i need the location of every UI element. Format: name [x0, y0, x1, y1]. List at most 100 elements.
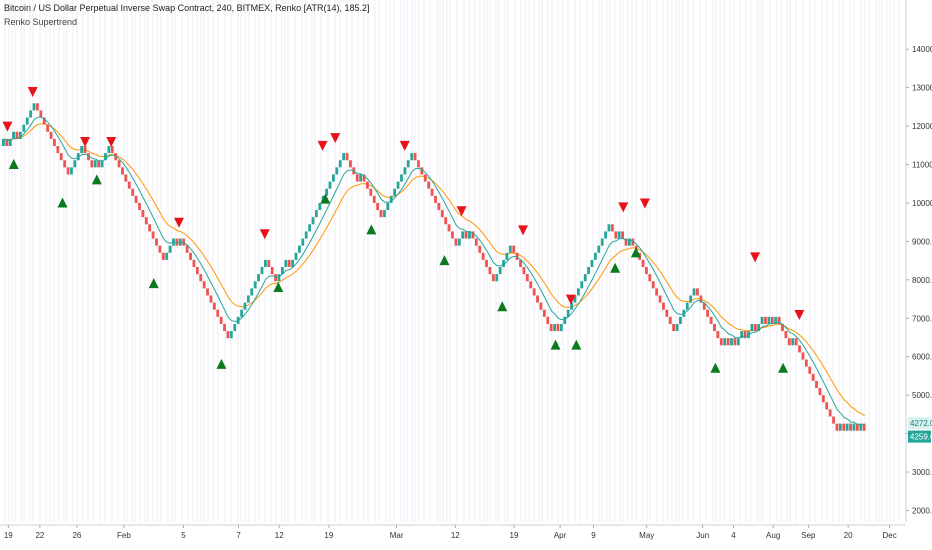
x-tick-label: 19 — [510, 531, 519, 540]
down-brick — [532, 288, 536, 296]
down-brick — [539, 302, 543, 310]
down-brick — [355, 174, 359, 182]
up-brick — [730, 338, 733, 346]
down-brick — [39, 110, 43, 118]
down-brick — [481, 252, 485, 260]
up-brick — [505, 252, 509, 260]
x-tick-label: Jun — [696, 531, 709, 540]
down-brick — [733, 338, 737, 346]
up-brick — [8, 138, 12, 146]
sell-signal-icon — [750, 252, 761, 263]
up-brick — [93, 160, 97, 168]
up-brick — [304, 231, 308, 239]
y-tick-label: 11000.0 — [912, 161, 932, 170]
up-brick — [297, 245, 301, 253]
up-brick — [291, 259, 294, 268]
down-brick — [151, 231, 155, 239]
down-brick — [5, 138, 9, 146]
down-brick — [362, 174, 366, 182]
down-brick — [764, 316, 767, 324]
up-brick — [25, 117, 29, 125]
up-brick — [277, 274, 281, 282]
x-tick-label: 5 — [181, 531, 186, 540]
down-brick — [83, 145, 87, 154]
down-brick — [770, 316, 774, 324]
down-brick — [726, 338, 730, 346]
down-brick — [437, 202, 441, 211]
up-brick — [600, 238, 604, 246]
x-tick-label: 7 — [236, 531, 241, 540]
slow-supertrend-line — [3, 123, 865, 417]
x-tick-label: 20 — [844, 531, 853, 540]
down-brick — [804, 359, 808, 367]
up-brick — [260, 267, 264, 275]
down-brick — [546, 316, 550, 324]
sell-signal-icon — [259, 229, 270, 240]
up-brick — [838, 423, 842, 431]
sell-signal-icon — [639, 198, 650, 209]
down-brick — [655, 288, 659, 296]
down-brick — [621, 231, 625, 239]
down-brick — [124, 174, 128, 182]
down-brick — [808, 366, 812, 374]
down-brick — [536, 295, 539, 303]
down-brick — [161, 252, 165, 260]
down-brick — [134, 195, 138, 203]
down-brick — [648, 274, 652, 282]
slow-line-path — [3, 123, 865, 417]
down-brick — [376, 202, 380, 211]
up-brick — [80, 145, 84, 154]
down-brick — [556, 323, 560, 332]
up-brick — [246, 295, 250, 303]
up-brick — [263, 259, 267, 268]
up-brick — [406, 160, 410, 168]
up-brick — [301, 238, 305, 246]
down-brick — [189, 252, 192, 260]
down-brick — [440, 210, 444, 218]
down-brick — [270, 267, 274, 275]
down-brick — [212, 302, 216, 310]
up-brick — [22, 124, 26, 132]
up-brick — [383, 210, 386, 218]
up-brick — [294, 252, 298, 260]
down-brick — [515, 252, 519, 260]
up-brick — [240, 309, 243, 317]
up-brick — [338, 160, 342, 168]
down-brick — [56, 145, 60, 154]
down-brick — [66, 167, 70, 175]
down-brick — [430, 188, 434, 196]
down-brick — [46, 124, 50, 132]
y-tick-label: 13000.0 — [912, 84, 932, 93]
up-brick — [389, 195, 393, 203]
sell-signal-icon — [2, 121, 13, 132]
down-brick — [794, 338, 798, 346]
chart-title: Bitcoin / US Dollar Perpetual Inverse Sw… — [4, 3, 370, 13]
up-brick — [165, 252, 169, 260]
time-axis: 19 22 26 Feb 5 7 12 19 Mar 12 19 Apr 9 May Jun 4 Aug Sep 2… — [0, 524, 906, 540]
indicator-label[interactable]: Renko Supertrend — [4, 17, 78, 27]
x-tick-label: 26 — [72, 531, 81, 540]
down-brick — [549, 323, 553, 332]
buy-signal-icon — [91, 174, 102, 185]
up-brick — [607, 224, 611, 232]
down-brick — [219, 316, 223, 324]
down-brick — [417, 160, 420, 168]
up-brick — [597, 245, 601, 253]
down-brick — [611, 224, 614, 232]
up-brick — [2, 138, 5, 146]
down-brick — [110, 145, 114, 154]
y-tick-label: 10000.0 — [912, 199, 932, 208]
up-brick — [590, 259, 594, 268]
y-tick-label: 2000.0 — [912, 506, 932, 515]
down-brick — [519, 259, 522, 268]
x-tick-label: Feb — [117, 531, 131, 540]
down-brick — [195, 267, 199, 275]
down-brick — [668, 316, 672, 324]
y-tick-label: 7000.0 — [912, 314, 932, 323]
down-brick — [379, 210, 383, 218]
up-brick — [233, 323, 237, 332]
signal-markers — [2, 87, 805, 373]
down-brick — [474, 238, 478, 246]
